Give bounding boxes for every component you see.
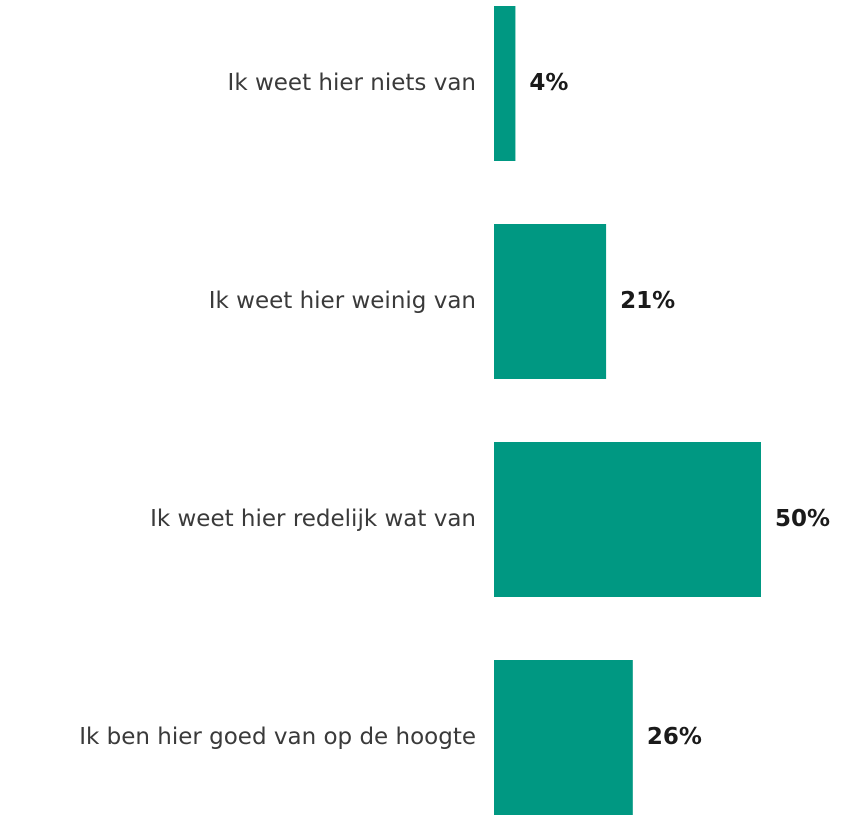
category-label-1: Ik weet hier niets van: [228, 70, 476, 96]
bar-2: [494, 224, 607, 379]
value-label-3: 50%: [775, 506, 830, 532]
bar-1: [494, 6, 516, 161]
bar-3: [494, 442, 761, 597]
value-label-1: 4%: [529, 70, 568, 96]
category-label-3: Ik weet hier redelijk wat van: [150, 506, 476, 532]
category-label-4: Ik ben hier goed van op de hoogte: [79, 724, 476, 750]
value-label-4: 26%: [647, 724, 702, 750]
value-label-2: 21%: [620, 288, 675, 314]
category-label-2: Ik weet hier weinig van: [209, 288, 476, 314]
bar-4: [494, 660, 633, 815]
